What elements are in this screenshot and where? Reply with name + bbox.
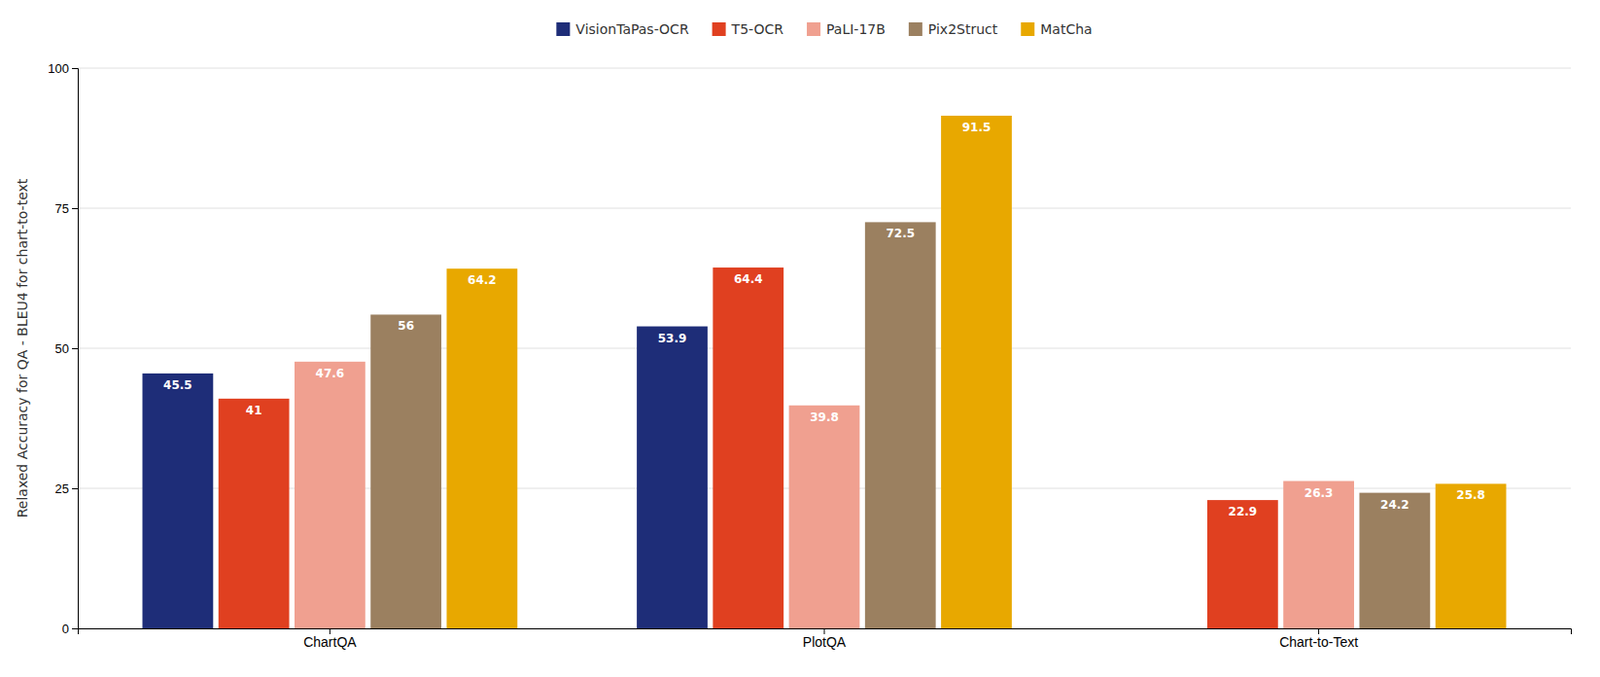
legend-item: T5-OCR xyxy=(712,21,785,37)
legend-label: VisionTaPas-OCR xyxy=(575,21,690,37)
tick-label: Chart-to-Text xyxy=(1279,633,1358,650)
legend-label: MatCha xyxy=(1040,21,1092,37)
chart: 45.5 53.9 41 64.4 22.9 47.6 39.8 26.3 56 72.5 24.2… xyxy=(0,0,1600,677)
bar xyxy=(1283,481,1355,628)
data-label: 91.5 xyxy=(962,120,992,135)
data-label: 53.9 xyxy=(658,331,688,346)
legend: VisionTaPas-OCR T5-OCR PaLI-17B Pix2Struct M… xyxy=(556,21,1092,37)
bar xyxy=(1131,627,1203,629)
grid-line xyxy=(77,347,1571,349)
data-label: 41 xyxy=(245,403,263,418)
legend-label: T5-OCR xyxy=(730,21,785,37)
legend-label: Pix2Struct xyxy=(928,21,999,37)
tick: 100 xyxy=(47,61,78,76)
legend-item: MatCha xyxy=(1020,21,1092,37)
bar xyxy=(1207,499,1279,628)
series xyxy=(218,267,1279,628)
data-label: 24.2 xyxy=(1380,497,1410,512)
tick-label: PlotQA xyxy=(802,633,847,650)
x-axis: ChartQA PlotQA Chart-to-Text xyxy=(78,627,1572,650)
tick: 50 xyxy=(55,341,78,356)
tick: 25 xyxy=(55,481,78,496)
legend-swatch xyxy=(1020,22,1035,36)
grid-line xyxy=(77,68,1571,70)
data-label: 25.8 xyxy=(1456,487,1486,502)
legend-item: Pix2Struct xyxy=(908,21,999,37)
bars xyxy=(142,115,1507,628)
tick-mark xyxy=(71,347,78,349)
tick: 75 xyxy=(55,201,78,216)
data-label: 72.5 xyxy=(885,226,915,241)
axis-line xyxy=(71,69,79,629)
legend-swatch xyxy=(712,22,727,36)
tick: ChartQA xyxy=(303,627,357,650)
data-label: 47.6 xyxy=(315,366,346,381)
series xyxy=(370,221,1430,628)
bar xyxy=(1435,483,1507,628)
tick-label: 75 xyxy=(55,201,70,216)
legend-label: PaLI-17B xyxy=(826,21,886,37)
data-label: 22.9 xyxy=(1228,504,1258,519)
tick-label: 25 xyxy=(55,481,70,496)
bar xyxy=(294,361,366,628)
bar xyxy=(1358,492,1430,628)
tick: 0 xyxy=(62,621,78,636)
bar xyxy=(636,326,708,628)
data-label: 64.2 xyxy=(467,273,497,287)
grid-line xyxy=(77,208,1571,209)
bar xyxy=(218,398,290,628)
legend-swatch xyxy=(556,22,570,36)
bar xyxy=(940,115,1012,628)
tick-label: ChartQA xyxy=(303,633,357,650)
legend-item: VisionTaPas-OCR xyxy=(556,21,690,37)
tick-mark xyxy=(71,487,78,489)
tick-label: 100 xyxy=(47,61,70,76)
grid xyxy=(77,68,1571,628)
tick-mark xyxy=(71,208,78,209)
tick: PlotQA xyxy=(802,627,847,650)
tick: Chart-to-Text xyxy=(1279,627,1358,650)
plot: 45.5 53.9 41 64.4 22.9 47.6 39.8 26.3 56 72.5 24.2… xyxy=(47,61,1571,650)
axis-title: Relaxed Accuracy for QA - BLEU4 for char… xyxy=(14,177,31,518)
series xyxy=(447,115,1507,628)
data-label: 39.8 xyxy=(809,410,839,424)
y-axis: 0 25 50 75 100 xyxy=(47,61,78,636)
bar xyxy=(370,313,442,628)
tick-label: 0 xyxy=(62,621,70,636)
data-label: 45.5 xyxy=(163,378,193,392)
bar xyxy=(865,221,937,628)
tick-mark xyxy=(71,68,78,70)
legend-item: PaLI-17B xyxy=(806,21,886,37)
bar xyxy=(712,267,784,628)
data-labels: 45.5 53.9 41 64.4 22.9 47.6 39.8 26.3 56 72.5 24.2… xyxy=(163,120,1486,519)
tick-label: 50 xyxy=(55,341,70,356)
data-label: 64.4 xyxy=(733,272,764,286)
data-label: 26.3 xyxy=(1304,486,1334,500)
tick-mark xyxy=(71,627,78,629)
bar xyxy=(142,373,214,628)
bar xyxy=(789,405,861,628)
legend-swatch xyxy=(806,22,821,36)
legend-swatch xyxy=(908,22,923,36)
bar xyxy=(447,268,519,628)
data-label: 56 xyxy=(397,318,415,333)
